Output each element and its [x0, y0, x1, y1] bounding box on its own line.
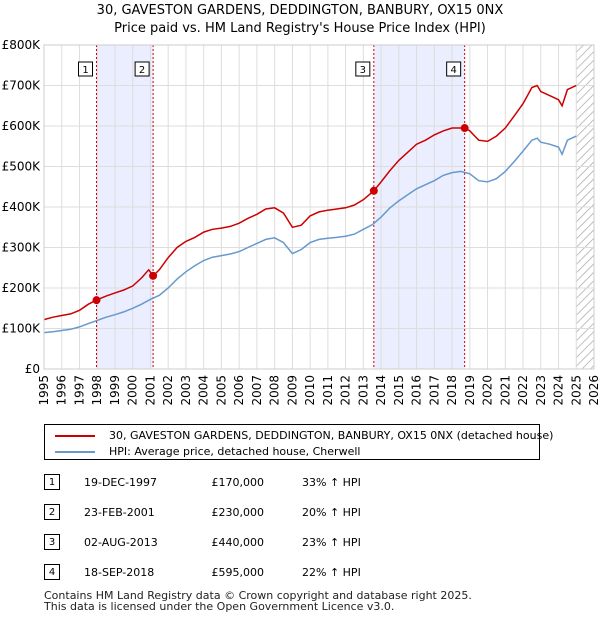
x-tick-label: 2000: [126, 375, 140, 406]
legend-swatch-property: [55, 434, 95, 437]
sale-label-box: [78, 61, 94, 77]
y-tick-label: £800K: [2, 38, 42, 52]
x-tick-label: 2021: [498, 375, 512, 406]
x-tick-label: 2026: [587, 375, 600, 406]
x-tick-label: 1999: [108, 375, 122, 406]
chart-subtitle: Price paid vs. HM Land Registry's House …: [114, 21, 486, 36]
table-row: 2 23-FEB-2001 £230,000 20% ↑ HPI: [44, 504, 464, 522]
sale-label-number: 1: [82, 65, 88, 76]
x-tick-label: 2003: [179, 375, 193, 406]
sale-number-badge: 4: [44, 564, 60, 580]
x-tick-label: 2010: [303, 375, 317, 406]
sale-price: £170,000: [211, 476, 265, 489]
x-tick-label: 2013: [356, 375, 370, 406]
sale-label-box: [134, 61, 150, 77]
sale-hpi-diff: 22% ↑ HPI: [302, 566, 361, 579]
legend-label-hpi: HPI: Average price, detached house, Cher…: [109, 445, 361, 458]
sale-point: [460, 124, 469, 133]
sale-hpi-diff: 23% ↑ HPI: [302, 536, 361, 549]
x-tick-label: 1996: [55, 375, 69, 406]
table-row: 4 18-SEP-2018 £595,000 22% ↑ HPI: [44, 564, 464, 582]
y-tick-label: £600K: [2, 119, 42, 133]
sale-label-number: 2: [139, 65, 145, 76]
sale-date: 23-FEB-2001: [84, 506, 155, 519]
sale-point: [369, 186, 378, 195]
sale-label-box: [446, 61, 462, 77]
x-tick-label: 2020: [481, 375, 495, 406]
x-tick-label: 2012: [339, 375, 353, 406]
sale-label-number: 4: [450, 65, 456, 76]
x-tick-label: 2006: [232, 375, 246, 406]
x-tick-label: 1995: [37, 375, 51, 406]
hpi-series-line: [43, 135, 577, 334]
sale-number-badge: 1: [44, 474, 60, 490]
y-tick-label: £400K: [2, 200, 42, 214]
legend-item-property: 30, GAVESTON GARDENS, DEDDINGTON, BANBUR…: [55, 429, 553, 442]
x-tick-label: 2023: [534, 375, 548, 406]
table-row: 3 02-AUG-2013 £440,000 23% ↑ HPI: [44, 534, 464, 552]
y-tick-label: £200K: [2, 281, 42, 295]
sale-label-box: [355, 61, 371, 77]
sale-number-badge: 2: [44, 504, 60, 520]
sale-price: £230,000: [211, 506, 265, 519]
legend: 30, GAVESTON GARDENS, DEDDINGTON, BANBUR…: [44, 424, 553, 460]
table-row: 1 19-DEC-1997 £170,000 33% ↑ HPI: [44, 474, 464, 492]
x-tick-label: 2019: [463, 375, 477, 406]
sale-date: 02-AUG-2013: [84, 536, 158, 549]
y-tick-label: £500K: [2, 160, 42, 174]
y-tick-label: £300K: [2, 241, 42, 255]
x-tick-label: 2025: [569, 375, 583, 406]
x-tick-label: 2014: [374, 375, 388, 406]
sale-hpi-diff: 20% ↑ HPI: [302, 506, 361, 519]
x-tick-label: 2016: [410, 375, 424, 406]
x-tick-label: 2018: [445, 375, 459, 406]
sale-price: £595,000: [211, 566, 265, 579]
sale-price: £440,000: [211, 536, 265, 549]
x-tick-label: 2009: [285, 375, 299, 406]
sale-label-number: 3: [360, 65, 366, 76]
sale-number-badge: 3: [44, 534, 60, 550]
legend-label-property: 30, GAVESTON GARDENS, DEDDINGTON, BANBUR…: [109, 429, 554, 442]
x-tick-label: 2011: [321, 375, 335, 406]
footer-line-copyright: Contains HM Land Registry data © Crown c…: [44, 589, 472, 602]
y-tick-label: £100K: [2, 322, 42, 336]
sale-hpi-diff: 33% ↑ HPI: [302, 476, 361, 489]
sale-date: 18-SEP-2018: [84, 566, 155, 579]
legend-swatch-hpi: [55, 450, 95, 453]
x-tick-label: 2024: [552, 375, 566, 406]
price-chart: 30, GAVESTON GARDENS, DEDDINGTON, BANBUR…: [2, 3, 600, 406]
y-tick-label: £0: [25, 362, 40, 376]
x-tick-label: 2015: [392, 375, 406, 406]
x-tick-label: 1997: [72, 375, 86, 406]
x-tick-label: 2002: [161, 375, 175, 406]
x-tick-label: 2022: [516, 375, 530, 406]
x-tick-label: 2007: [250, 375, 264, 406]
chart-title: 30, GAVESTON GARDENS, DEDDINGTON, BANBUR…: [97, 3, 504, 18]
x-tick-label: 2004: [197, 375, 211, 406]
legend-item-hpi: HPI: Average price, detached house, Cher…: [55, 445, 360, 458]
x-tick-label: 2008: [268, 375, 282, 406]
property-series-line: [43, 84, 577, 321]
sale-point: [149, 271, 158, 280]
sale-date: 19-DEC-1997: [84, 476, 158, 489]
x-tick-label: 2001: [143, 375, 157, 406]
plot-frame: [43, 44, 595, 370]
x-tick-label: 2005: [214, 375, 228, 406]
footer-line-licence: This data is licensed under the Open Gov…: [44, 600, 395, 613]
y-tick-label: £700K: [2, 79, 42, 93]
x-tick-label: 1998: [90, 375, 104, 406]
x-tick-label: 2017: [427, 375, 441, 406]
sale-point: [92, 296, 101, 305]
footer-attribution: Contains HM Land Registry data © Crown c…: [44, 590, 472, 612]
